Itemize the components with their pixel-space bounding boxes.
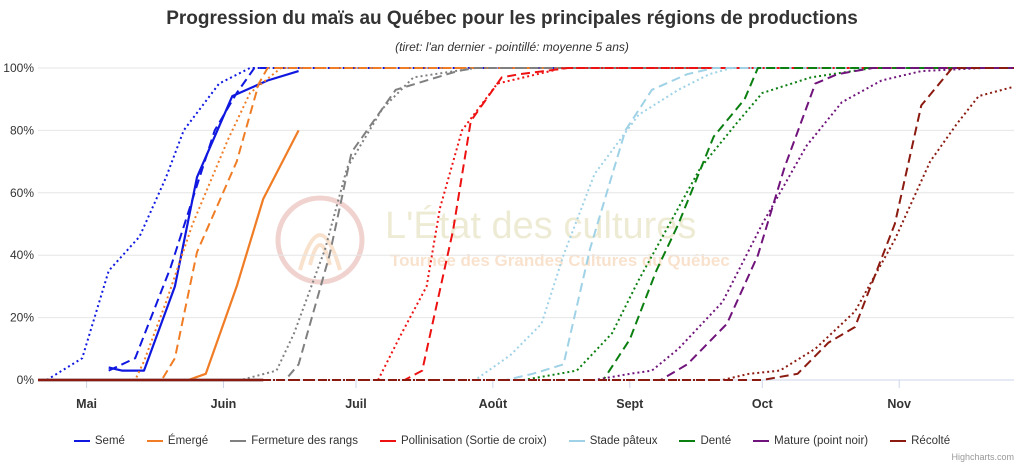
legend-label: Émergé [167, 435, 209, 447]
y-tick-label: 60% [10, 186, 34, 200]
legend-label: Récolté [911, 435, 951, 447]
x-tick-label: Juin [211, 397, 237, 411]
chart-title: Progression du maïs au Québec pour les p… [166, 8, 858, 29]
series-line-last-year [38, 67, 1014, 381]
legend-label: Fermeture des rangs [251, 435, 358, 447]
series-line-last-year [38, 67, 1014, 381]
legend-swatch [146, 440, 163, 442]
legend-item[interactable]: Fermeture des rangs [230, 435, 358, 447]
series-line-last-year [38, 67, 1014, 381]
watermark-logo: L'État des cultures Tournée des Grandes C… [275, 195, 730, 285]
legend-label: Semé [94, 435, 125, 447]
y-tick-label: 40% [10, 248, 34, 262]
highcharts-credit[interactable]: Highcharts.com [951, 452, 1014, 462]
series-line-last-year [38, 67, 1014, 381]
y-tick-label: 0% [17, 373, 35, 387]
legend-swatch [890, 440, 907, 442]
x-tick-label: Nov [887, 397, 911, 411]
legend-swatch [73, 440, 90, 442]
series-line-last-year [38, 67, 1014, 381]
y-tick-label: 20% [10, 311, 34, 325]
y-tick-label: 100% [3, 61, 34, 75]
watermark-subtitle: Tournée des Grandes Cultures du Québec [390, 251, 730, 270]
legend-item[interactable]: Récolté [890, 435, 950, 447]
x-tick-label: Sept [616, 397, 644, 411]
y-tick-label: 80% [10, 123, 34, 137]
legend-item[interactable]: Pollinisation (Sortie de croix) [379, 435, 547, 447]
legend-label: Stade pâteux [589, 435, 658, 447]
x-tick-label: Juil [345, 397, 367, 411]
legend-swatch [753, 440, 770, 442]
legend-label: Mature (point noir) [774, 435, 869, 447]
x-tick-label: Oct [752, 397, 774, 411]
chart-legend: Semé Émergé Fermeture des rangs Pollinisati… [0, 435, 1024, 447]
series-line-average [38, 67, 1014, 381]
legend-item[interactable]: Émergé [146, 435, 209, 447]
watermark-title: L'État des cultures [385, 204, 696, 247]
legend-item[interactable]: Mature (point noir) [753, 435, 868, 447]
legend-label: Denté [700, 435, 732, 447]
series-line-average [38, 67, 1014, 381]
series-line-current [108, 70, 299, 372]
series-line-last-year [38, 67, 1014, 381]
chart-subtitle: (tiret: l'an dernier - pointillé: moyenn… [395, 40, 629, 54]
x-tick-label: Mai [76, 397, 97, 411]
legend-item[interactable]: Semé [73, 435, 125, 447]
series-line-average [38, 67, 1014, 381]
legend-label: Pollinisation (Sortie de croix) [400, 435, 547, 447]
series-line-average [38, 67, 1014, 381]
legend-swatch [379, 440, 396, 442]
legend-item[interactable]: Denté [679, 435, 731, 447]
legend-item[interactable]: Stade pâteux [568, 435, 658, 447]
legend-swatch [679, 440, 696, 442]
series-line-last-year [38, 67, 1014, 381]
legend-swatch [568, 440, 585, 442]
x-tick-label: Août [479, 397, 508, 411]
legend-swatch [230, 440, 247, 442]
series-line-average [38, 67, 1014, 381]
